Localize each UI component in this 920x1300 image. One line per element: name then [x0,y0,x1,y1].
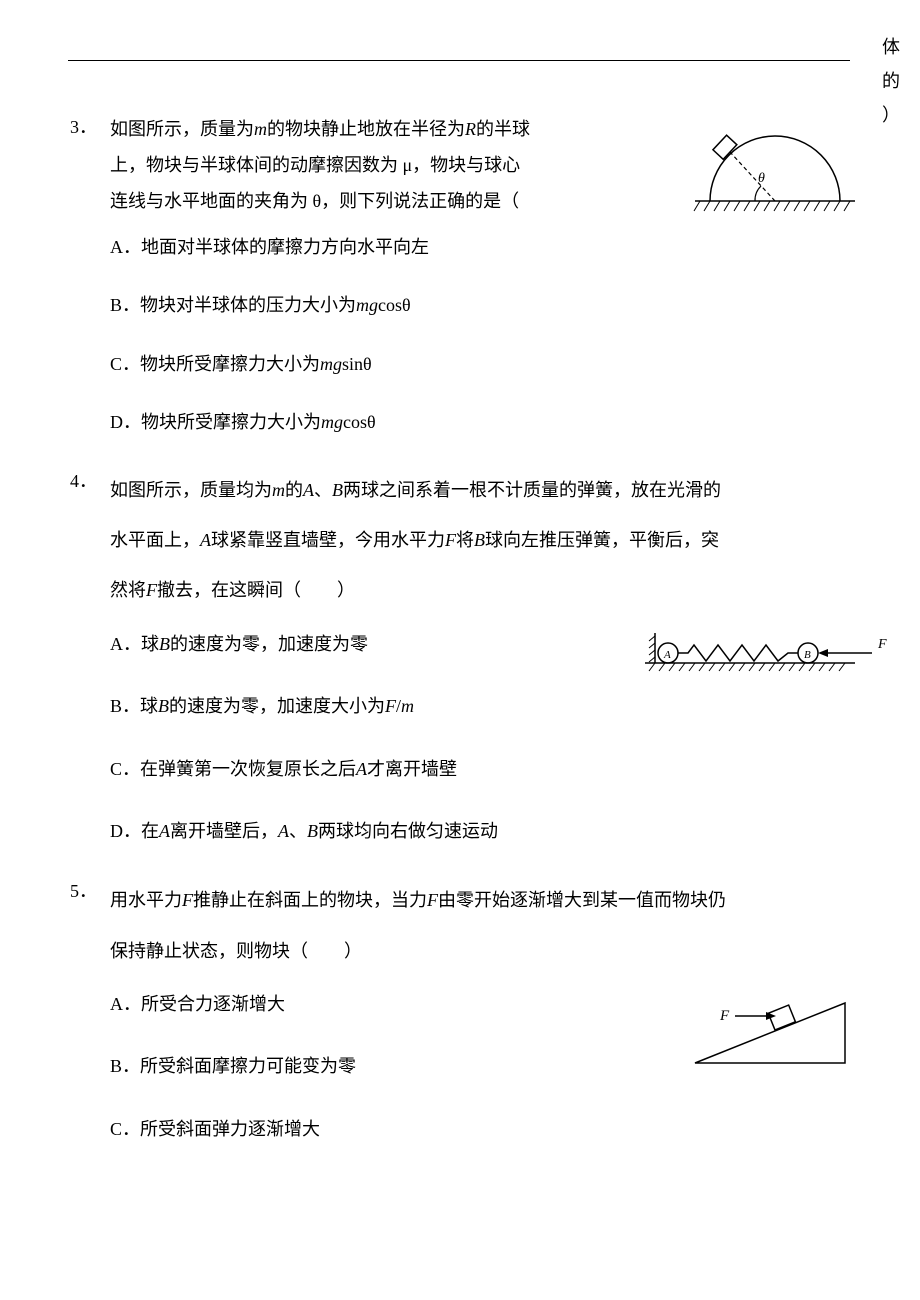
q4-stem: 如图所示，质量均为m的A、B两球之间系着一根不计质量的弹簧，放在光滑的 水平面上… [110,465,850,616]
side-char-3: ） [882,98,900,132]
hemisphere-svg: θ [690,126,870,226]
question-4: 4． 如图所示，质量均为m的A、B两球之间系着一根不计质量的弹簧，放在光滑的 水… [70,465,850,848]
side-column-text: 体 的 ） [882,30,900,133]
q5-option-c: C．所受斜面弹力逐渐增大 [110,1113,850,1145]
question-3: 3． θ [70,111,850,439]
q4-option-d: D．在A离开墙壁后，A、B两球均向右做匀速运动 [110,815,850,847]
q3-options: A．地面对半球体的摩擦力方向水平向左 B．物块对半球体的压力大小为mgcosθ … [110,231,850,439]
hemisphere-figure: θ [690,126,870,236]
incline-svg: F [680,988,860,1073]
side-char-1: 体 [882,30,900,64]
side-char-2: 的 [882,64,900,98]
q3-option-c: C．物块所受摩擦力大小为mgsinθ [110,348,850,380]
spring-figure: A B F [640,628,900,688]
q3-option-b: B．物块对半球体的压力大小为mgcosθ [110,289,850,321]
svg-text:F: F [719,1008,730,1024]
q5-number: 5． [70,875,97,907]
q5-options: F A．所受合力逐渐增大 B．所受斜面摩擦力可能变为零 C．所受斜面弹力逐渐增大 [110,988,850,1145]
svg-text:B: B [804,649,811,661]
q4-option-c: C．在弹簧第一次恢复原长之后A才离开墙壁 [110,753,850,785]
svg-text:F: F [877,637,887,652]
svg-text:A: A [663,649,671,661]
spring-svg: A B F [640,628,900,678]
q5-stem: 用水平力F推静止在斜面上的物块，当力F由零开始逐渐增大到某一值而物块仍 保持静止… [110,875,850,976]
q3-option-d: D．物块所受摩擦力大小为mgcosθ [110,406,850,438]
q3-number: 3． [70,111,97,143]
q3-stem: 如图所示，质量为m的物块静止地放在半径为R的半球 上，物块与半球体间的动摩擦因数… [110,111,580,219]
svg-text:θ: θ [758,171,765,186]
question-5: 5． 用水平力F推静止在斜面上的物块，当力F由零开始逐渐增大到某一值而物块仍 保… [70,875,850,1145]
incline-figure: F [680,988,860,1083]
q4-option-b: B．球B的速度为零，加速度大小为F/m [110,690,850,722]
page-rule [68,60,850,61]
q4-number: 4． [70,465,97,497]
q4-options: A B F A．球B的速度为零，加速度为零 B．球B的速度为零，加速度大小为F/… [110,628,850,848]
